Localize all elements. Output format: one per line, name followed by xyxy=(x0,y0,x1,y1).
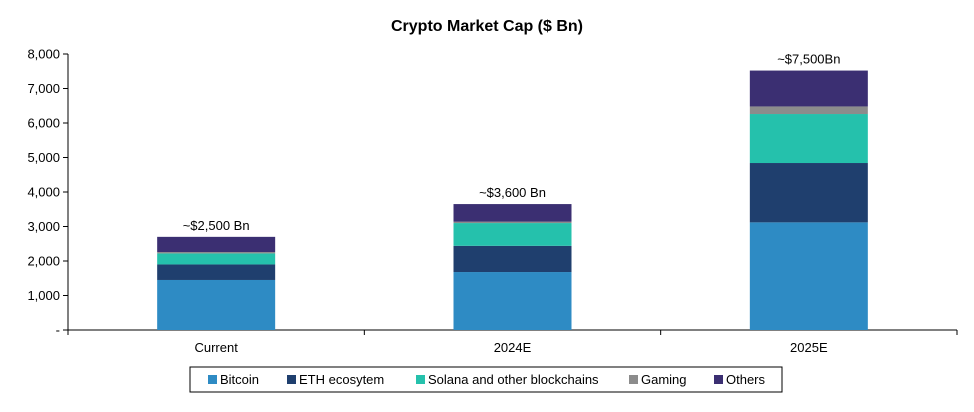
bar-segment xyxy=(749,106,868,115)
legend-label: Solana and other blockchains xyxy=(428,372,599,387)
legend-swatch xyxy=(416,375,425,384)
x-axis: Current 2024E 2025E xyxy=(67,329,958,355)
total-annotation: ~$3,600 Bn xyxy=(479,185,546,200)
legend-swatch xyxy=(287,375,296,384)
y-tick-label: 4,000 xyxy=(27,185,60,200)
y-axis: - 1,000 2,000 3,000 4,000 5,000 6,000 7,000 8,00… xyxy=(27,47,69,338)
bar-segment xyxy=(749,222,868,330)
bar-segment xyxy=(453,204,572,222)
legend-item: Others xyxy=(714,372,766,387)
y-tick-label: 5,000 xyxy=(27,150,60,165)
y-tick-label: 1,000 xyxy=(27,288,60,303)
legend-label: Gaming xyxy=(641,372,687,387)
bar-segment xyxy=(453,272,572,330)
bar-segment xyxy=(749,163,868,223)
legend-label: Others xyxy=(726,372,766,387)
legend-swatch xyxy=(629,375,638,384)
x-category-label: 2024E xyxy=(494,340,532,355)
bar-segment xyxy=(749,114,868,164)
y-tick-label: 2,000 xyxy=(27,254,60,269)
bar-segment xyxy=(157,264,276,280)
bar-stack xyxy=(157,236,276,330)
x-category-label: Current xyxy=(194,340,238,355)
total-annotation: ~$2,500 Bn xyxy=(183,218,250,233)
bar-segment xyxy=(157,252,276,254)
bar-segment xyxy=(749,70,868,107)
bar-segment xyxy=(157,253,276,265)
legend-label: Bitcoin xyxy=(220,372,259,387)
y-tick-label: 3,000 xyxy=(27,219,60,234)
x-category-label: 2025E xyxy=(790,340,828,355)
bar-segment xyxy=(453,223,572,246)
legend-label: ETH ecosytem xyxy=(299,372,384,387)
bar-segment xyxy=(157,279,276,330)
y-tick-label: - xyxy=(56,323,60,338)
legend-swatch xyxy=(714,375,723,384)
total-annotations: ~$2,500 Bn ~$3,600 Bn ~$7,500Bn xyxy=(183,52,841,233)
total-annotation: ~$7,500Bn xyxy=(777,52,840,67)
y-tick-label: 8,000 xyxy=(27,47,60,62)
legend: Bitcoin ETH ecosytem Solana and other bloc… xyxy=(189,366,783,393)
bar-segment xyxy=(453,245,572,273)
bar-segment xyxy=(453,221,572,224)
chart-title: Crypto Market Cap ($ Bn) xyxy=(391,18,583,35)
y-tick-label: 7,000 xyxy=(27,81,60,96)
legend-item: Solana and other blockchains xyxy=(416,372,599,387)
bar-stack xyxy=(453,204,572,330)
bar-segment xyxy=(157,236,276,253)
legend-item: Gaming xyxy=(629,372,687,387)
bars xyxy=(157,70,868,330)
legend-item: Bitcoin xyxy=(208,372,259,387)
legend-item: ETH ecosytem xyxy=(287,372,384,387)
bar-stack xyxy=(749,70,868,330)
y-tick-label: 6,000 xyxy=(27,116,60,131)
legend-swatch xyxy=(208,375,217,384)
